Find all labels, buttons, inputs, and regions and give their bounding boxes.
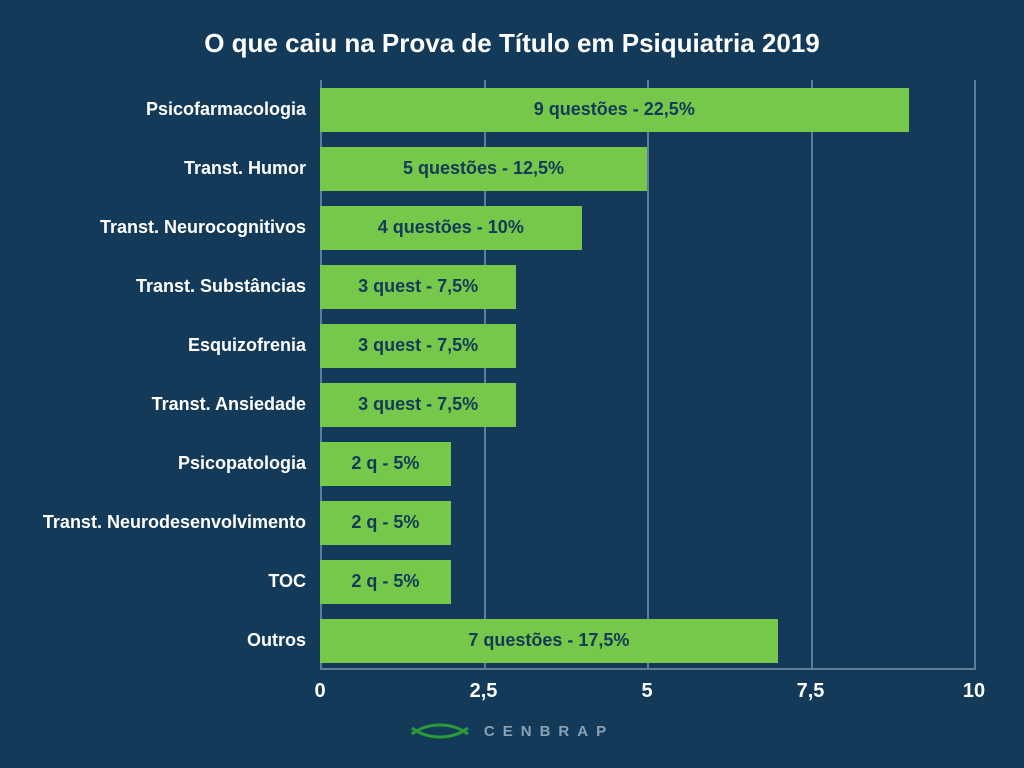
category-label: Transt. Substâncias xyxy=(136,276,320,297)
bar-row: Outros7 questões - 17,5% xyxy=(320,619,974,663)
logo-text: CENBRAP xyxy=(484,723,614,740)
chart-plot-area: 02,557,510Psicofarmacologia9 questões - … xyxy=(320,80,974,670)
category-label: TOC xyxy=(268,571,320,592)
bar-row: Transt. Neurodesenvolvimento2 q - 5% xyxy=(320,501,974,545)
gridline xyxy=(974,80,976,670)
x-tick-label: 5 xyxy=(641,670,652,703)
bar-row: Transt. Ansiedade3 quest - 7,5% xyxy=(320,383,974,427)
bar-row: Psicofarmacologia9 questões - 22,5% xyxy=(320,88,974,132)
bar: 2 q - 5% xyxy=(320,560,451,604)
bar-row: Transt. Substâncias3 quest - 7,5% xyxy=(320,265,974,309)
bar: 2 q - 5% xyxy=(320,501,451,545)
x-tick-label: 7,5 xyxy=(797,670,825,703)
category-label: Psicopatologia xyxy=(178,453,320,474)
bar: 9 questões - 22,5% xyxy=(320,88,909,132)
bar-row: Transt. Neurocognitivos4 questões - 10% xyxy=(320,206,974,250)
bar: 2 q - 5% xyxy=(320,442,451,486)
bar: 3 quest - 7,5% xyxy=(320,265,516,309)
bar: 5 questões - 12,5% xyxy=(320,147,647,191)
bar: 3 quest - 7,5% xyxy=(320,324,516,368)
chart-canvas: O que caiu na Prova de Título em Psiquia… xyxy=(0,0,1024,768)
category-label: Outros xyxy=(247,630,320,651)
bar-row: Esquizofrenia3 quest - 7,5% xyxy=(320,324,974,368)
logo-swoosh-icon xyxy=(410,720,470,742)
category-label: Transt. Humor xyxy=(184,158,320,179)
x-axis xyxy=(320,668,974,670)
bar-row: Psicopatologia2 q - 5% xyxy=(320,442,974,486)
chart-title: O que caiu na Prova de Título em Psiquia… xyxy=(0,28,1024,59)
category-label: Esquizofrenia xyxy=(188,335,320,356)
bar-row: Transt. Humor5 questões - 12,5% xyxy=(320,147,974,191)
category-label: Transt. Neurodesenvolvimento xyxy=(43,512,320,533)
x-tick-label: 2,5 xyxy=(470,670,498,703)
category-label: Transt. Neurocognitivos xyxy=(100,217,320,238)
category-label: Psicofarmacologia xyxy=(146,99,320,120)
bar: 4 questões - 10% xyxy=(320,206,582,250)
bar: 3 quest - 7,5% xyxy=(320,383,516,427)
x-tick-label: 0 xyxy=(314,670,325,703)
category-label: Transt. Ansiedade xyxy=(152,394,320,415)
x-tick-label: 10 xyxy=(963,670,985,703)
brand-logo: CENBRAP xyxy=(410,720,614,742)
bar-row: TOC2 q - 5% xyxy=(320,560,974,604)
bar: 7 questões - 17,5% xyxy=(320,619,778,663)
